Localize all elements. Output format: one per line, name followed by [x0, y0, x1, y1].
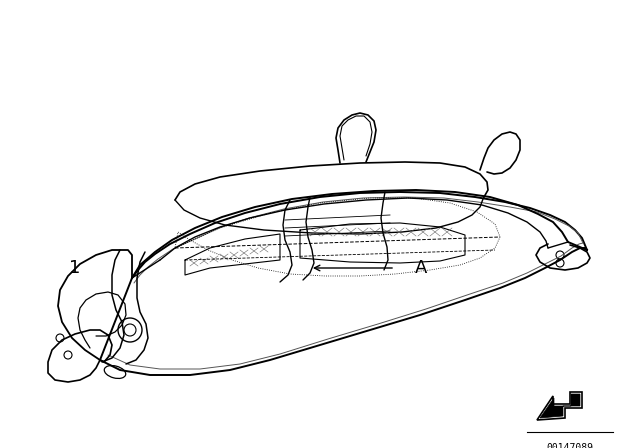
- Polygon shape: [537, 392, 582, 420]
- Text: 1: 1: [69, 259, 81, 277]
- Polygon shape: [540, 394, 580, 418]
- FancyBboxPatch shape: [535, 388, 600, 428]
- Text: 00147089: 00147089: [547, 443, 593, 448]
- Text: A: A: [415, 259, 428, 277]
